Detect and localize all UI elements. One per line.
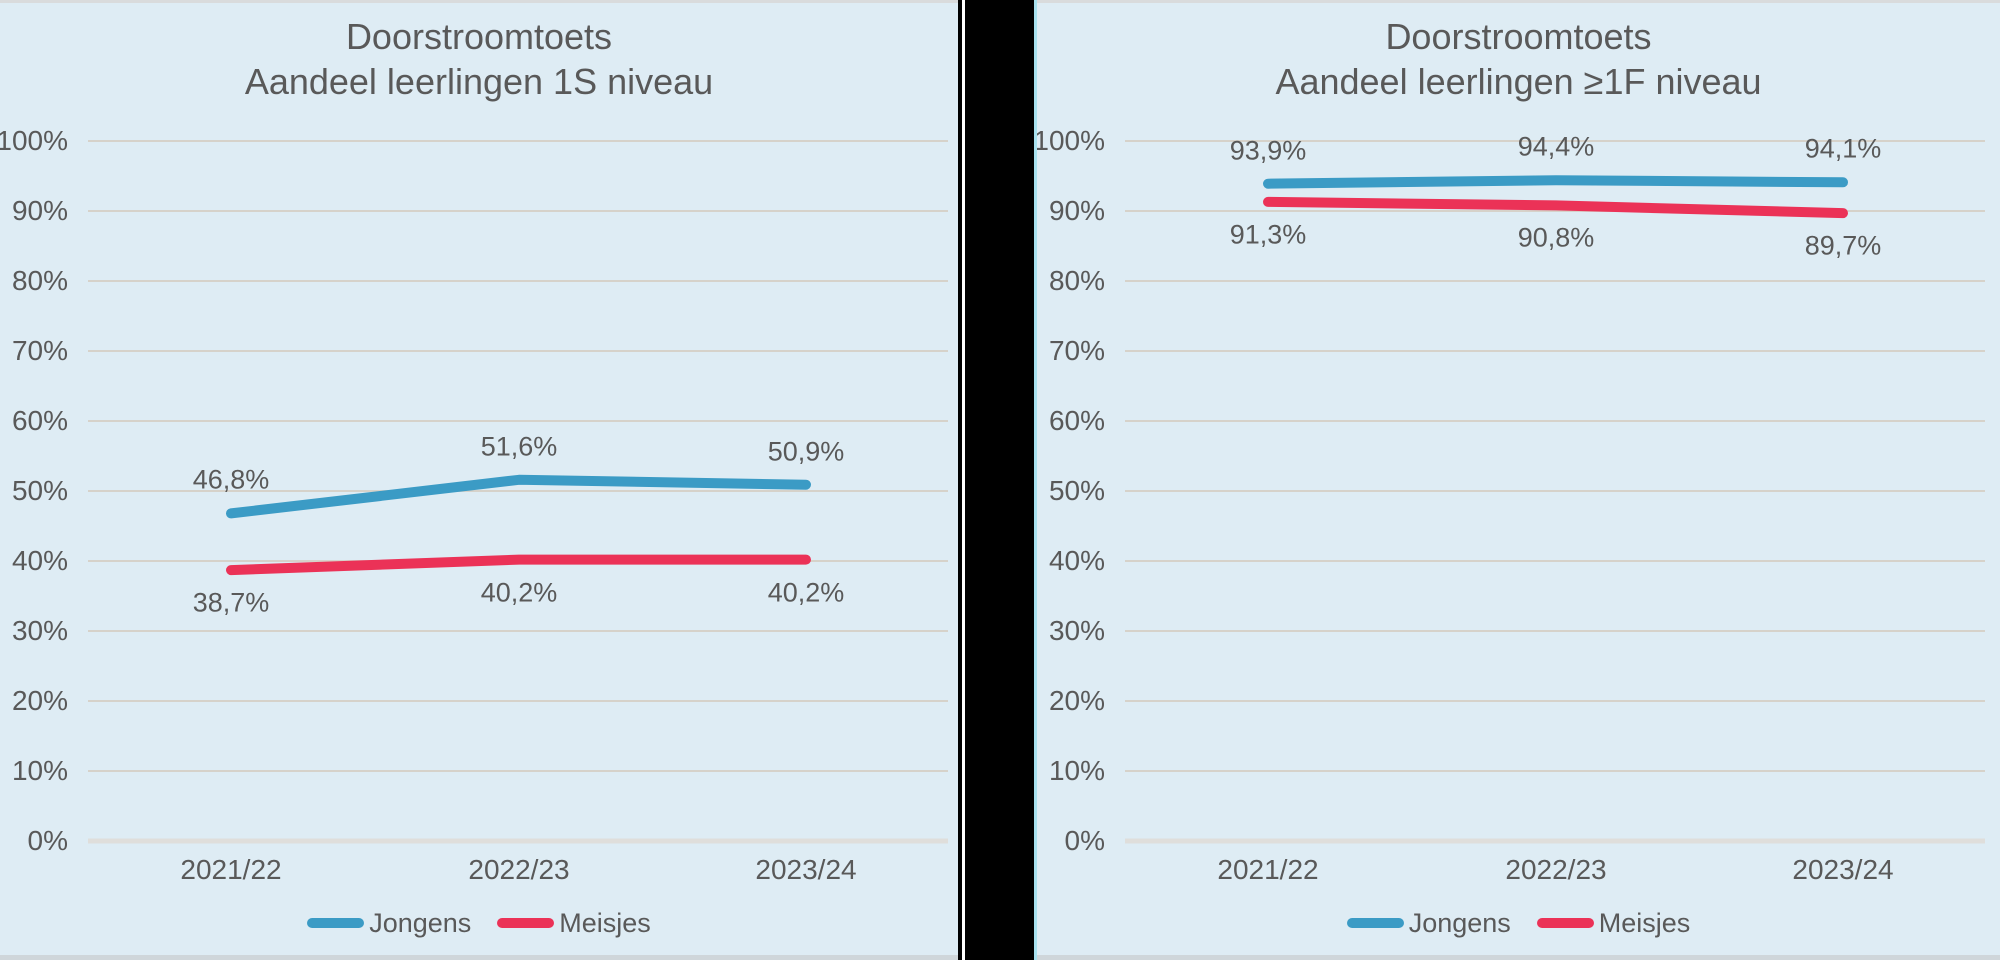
- y-axis-tick-label: 30%: [1048, 615, 1105, 646]
- series-line-jongens: [226, 474, 811, 519]
- y-axis-tick-label: 70%: [11, 335, 68, 366]
- y-axis-tick-label: 100%: [0, 125, 68, 156]
- panel-bottom-edge: [1037, 955, 2000, 960]
- legend-label: Meisjes: [559, 908, 651, 938]
- legend-item-jongens: Jongens: [1346, 908, 1511, 938]
- data-label-meisjes: 40,2%: [480, 577, 558, 608]
- data-label-meisjes: 89,7%: [1804, 230, 1882, 261]
- legend-line-swatch-icon: [1346, 918, 1404, 928]
- data-label-jongens: 51,6%: [480, 431, 558, 462]
- series-line-meisjes: [1263, 196, 1848, 219]
- legend-label: Jongens: [369, 908, 472, 938]
- legend-line-swatch-icon: [1536, 918, 1594, 928]
- x-axis-tick-label: 2021/22: [1217, 854, 1319, 885]
- chart-title-line1: Doorstroomtoets: [345, 16, 613, 57]
- legend-line-swatch-icon: [307, 918, 365, 928]
- y-axis-tick-label: 100%: [1034, 125, 1105, 156]
- chart-title-line2: Aandeel leerlingen 1S niveau: [244, 61, 714, 102]
- panel-bottom-edge: [0, 955, 958, 960]
- data-label-meisjes: 91,3%: [1229, 219, 1307, 250]
- data-label-jongens: 93,9%: [1229, 135, 1307, 166]
- y-axis-tick-label: 50%: [11, 475, 68, 506]
- plot-area: [1125, 140, 1985, 844]
- panel-top-edge: [0, 0, 958, 3]
- panel-top-edge: [1037, 0, 2000, 3]
- data-label-jongens: 46,8%: [192, 464, 270, 495]
- y-axis-tick-label: 70%: [1048, 335, 1105, 366]
- legend-item-meisjes: Meisjes: [497, 908, 651, 938]
- legend-label: Meisjes: [1598, 908, 1691, 938]
- x-axis-tick-label: 2021/22: [180, 854, 282, 885]
- legend-item-meisjes: Meisjes: [1536, 908, 1691, 938]
- legend: Jongens Meisjes: [0, 908, 958, 938]
- y-axis-tick-label: 0%: [1064, 825, 1105, 856]
- y-axis-tick-label: 80%: [11, 265, 68, 296]
- y-axis-tick-label: 10%: [1048, 755, 1105, 786]
- legend-label: Jongens: [1408, 908, 1511, 938]
- data-label-meisjes: 40,2%: [767, 577, 845, 608]
- data-label-meisjes: 90,8%: [1517, 222, 1595, 253]
- divider-hairline: [962, 0, 965, 960]
- chart-panel-1s-niveau: Doorstroomtoets Aandeel leerlingen 1S ni…: [0, 0, 958, 960]
- y-axis-tick-label: 60%: [11, 405, 68, 436]
- y-axis-tick-label: 90%: [1048, 195, 1105, 226]
- y-axis-tick-label: 40%: [1048, 545, 1105, 576]
- y-axis-tick-label: 40%: [11, 545, 68, 576]
- chart-title-line1: Doorstroomtoets: [1385, 16, 1652, 57]
- data-label-jongens: 94,4%: [1517, 131, 1595, 162]
- series-line-meisjes: [226, 554, 811, 576]
- y-axis-tick-label: 30%: [11, 615, 68, 646]
- data-label-jongens: 50,9%: [767, 436, 845, 467]
- y-axis-tick-label: 60%: [1048, 405, 1105, 436]
- y-axis-tick-label: 20%: [11, 685, 68, 716]
- chart-title: Doorstroomtoets Aandeel leerlingen ≥1F n…: [1037, 14, 2000, 104]
- x-axis-tick-label: 2022/23: [1505, 854, 1607, 885]
- legend-line-swatch-icon: [497, 918, 555, 928]
- legend: Jongens Meisjes: [1037, 908, 2000, 938]
- x-axis-tick-label: 2023/24: [1792, 854, 1894, 885]
- plot-area: [88, 140, 948, 844]
- chart-title: Doorstroomtoets Aandeel leerlingen 1S ni…: [0, 14, 958, 104]
- chart-title-line2: Aandeel leerlingen ≥1F niveau: [1275, 61, 1762, 102]
- y-axis-tick-label: 10%: [11, 755, 68, 786]
- chart-panel-1f-niveau: Doorstroomtoets Aandeel leerlingen ≥1F n…: [1034, 0, 2000, 960]
- legend-item-jongens: Jongens: [307, 908, 471, 938]
- x-axis-tick-label: 2022/23: [468, 854, 570, 885]
- y-axis-tick-label: 80%: [1048, 265, 1105, 296]
- y-axis-tick-label: 90%: [11, 195, 68, 226]
- y-axis-tick-label: 50%: [1048, 475, 1105, 506]
- series-line-jongens: [1263, 175, 1848, 189]
- data-label-jongens: 94,1%: [1804, 133, 1882, 164]
- x-axis-tick-label: 2023/24: [755, 854, 857, 885]
- y-axis-tick-label: 20%: [1048, 685, 1105, 716]
- data-label-meisjes: 38,7%: [192, 587, 270, 618]
- y-axis-tick-label: 0%: [27, 825, 68, 856]
